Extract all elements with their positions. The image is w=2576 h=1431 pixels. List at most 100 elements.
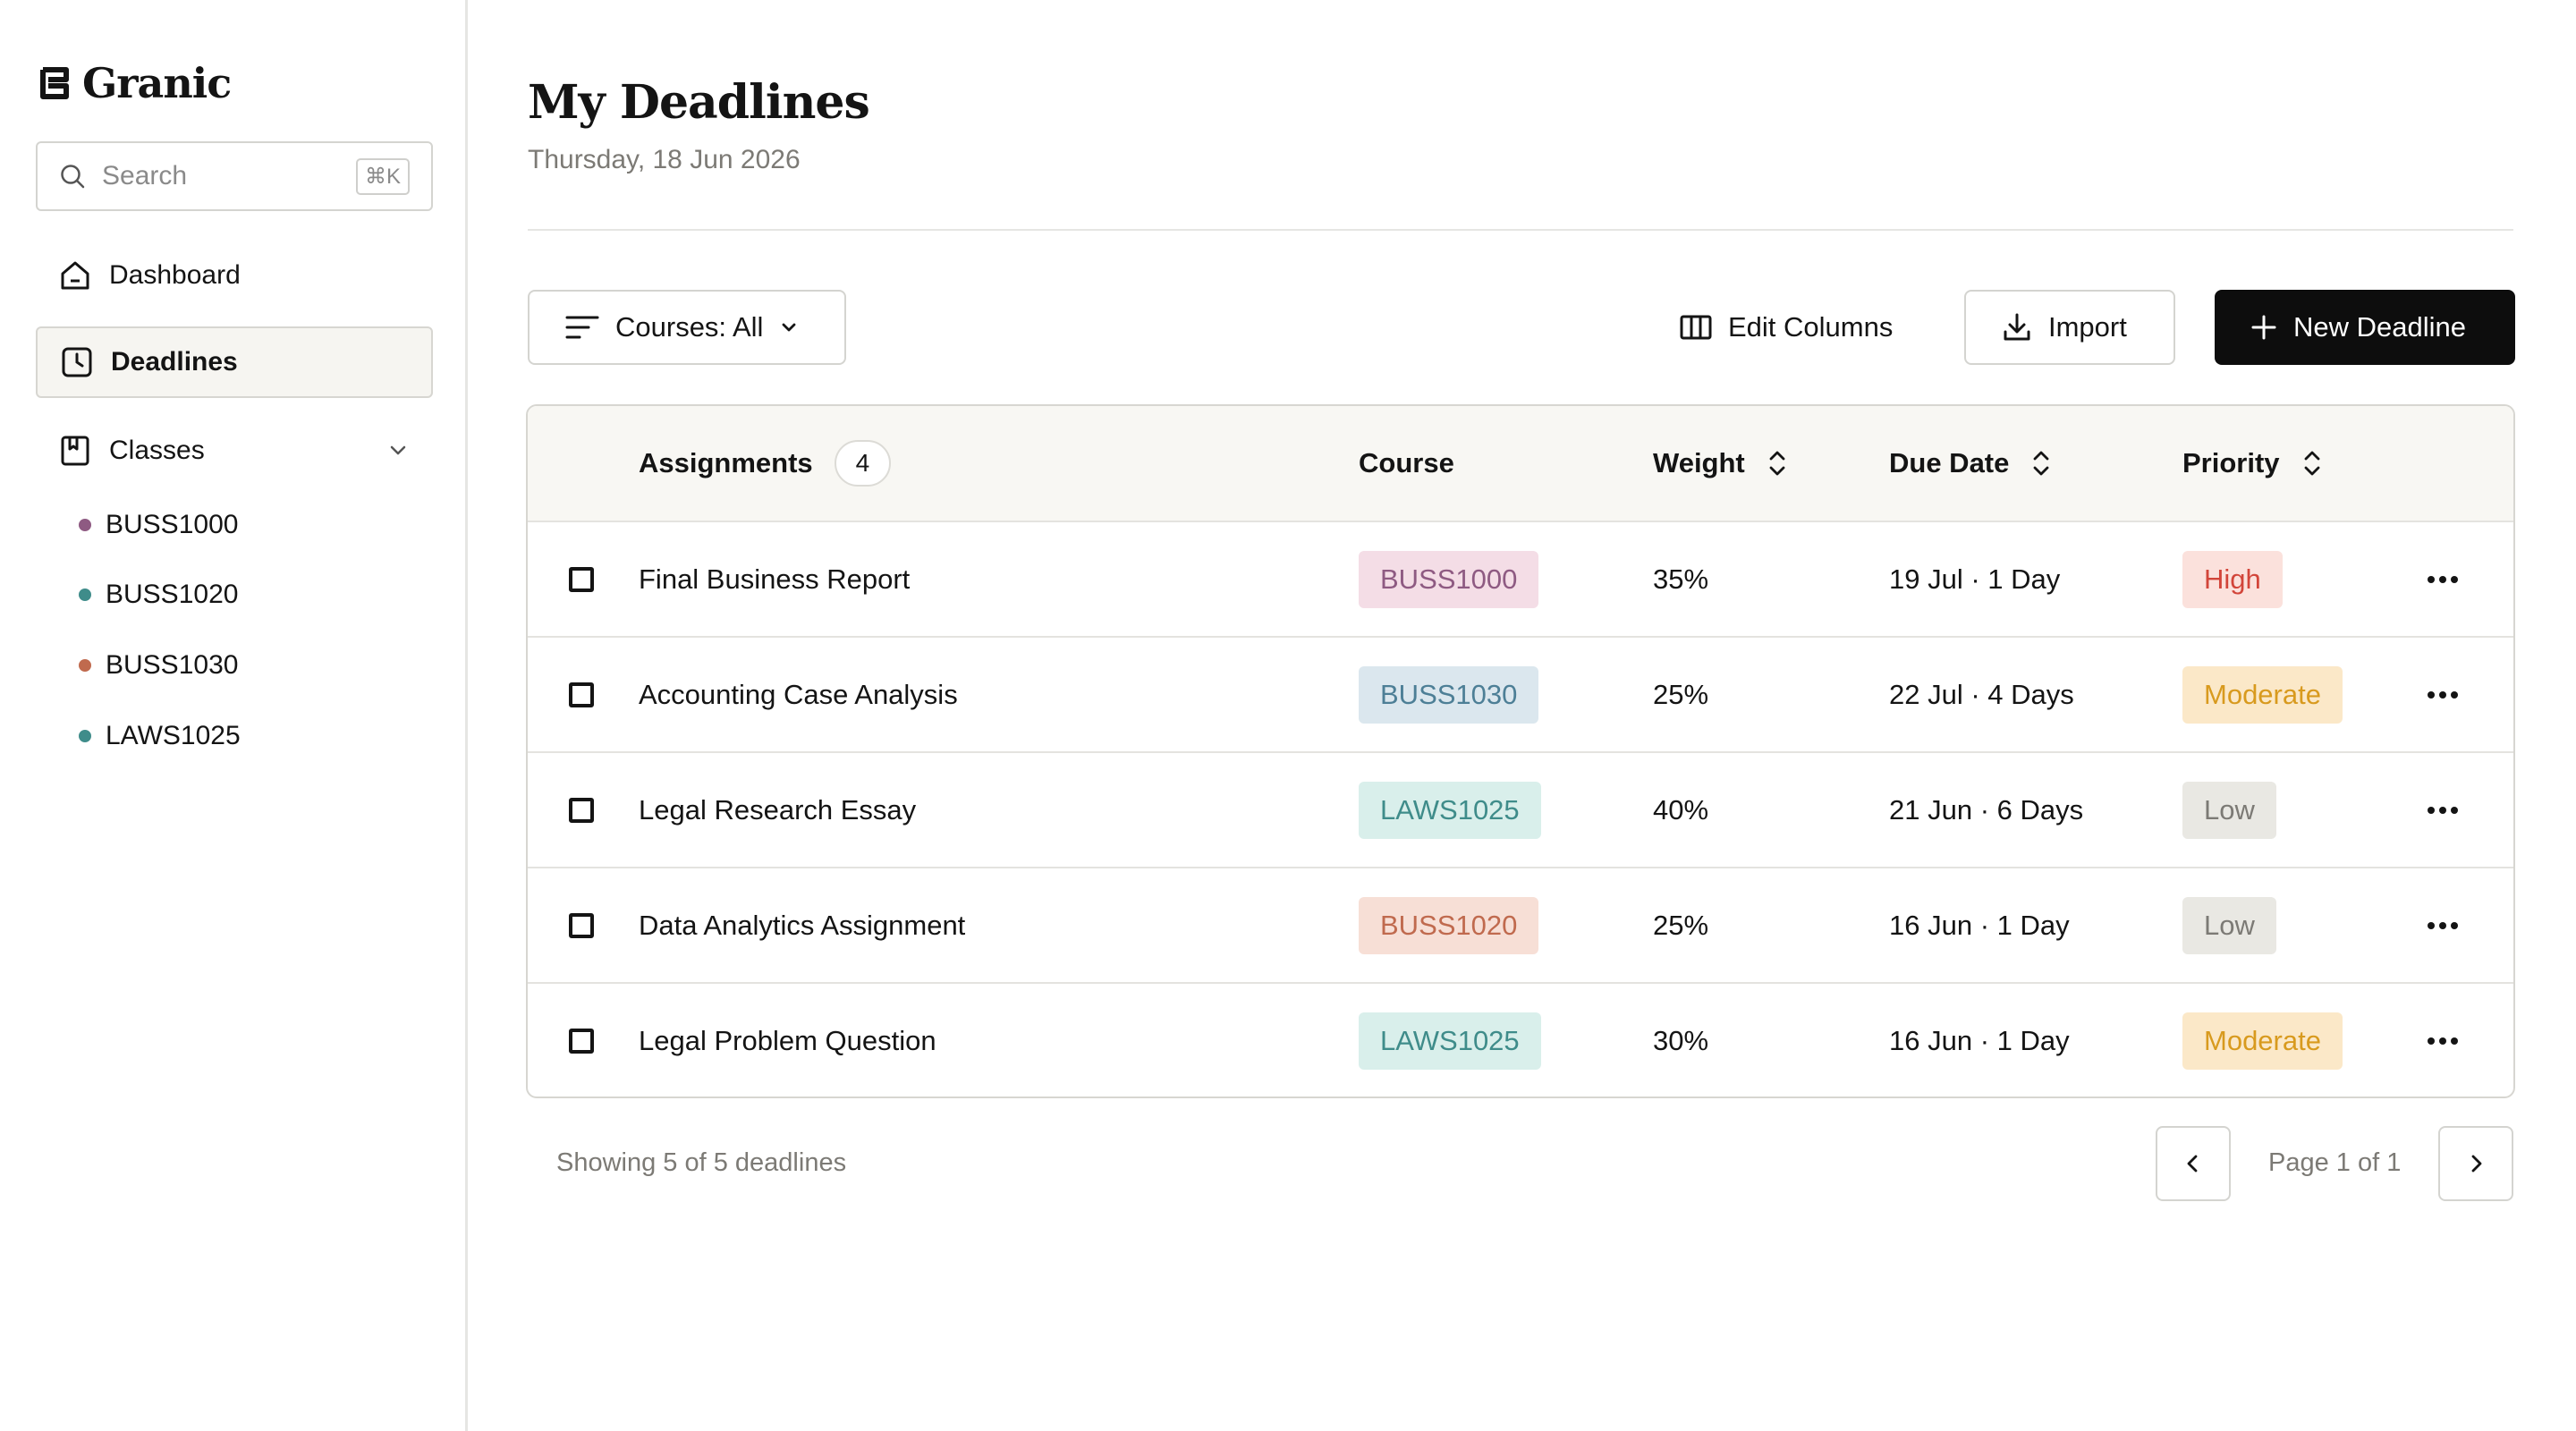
weight-value: 25% <box>1653 679 1709 710</box>
row-checkbox[interactable] <box>569 1029 594 1054</box>
assignment-title[interactable]: Legal Research Essay <box>639 794 917 826</box>
row-checkbox[interactable] <box>569 798 594 823</box>
edit-columns-label: Edit Columns <box>1728 311 1894 343</box>
row-checkbox[interactable] <box>569 913 594 938</box>
more-options-icon[interactable] <box>2428 807 2458 814</box>
column-header-course: Course <box>1359 406 1454 521</box>
more-options-icon[interactable] <box>2428 1037 2458 1045</box>
sort-icon[interactable] <box>1767 448 1788 478</box>
deadlines-table: Assignments 4 Course Weight Due Date Pri… <box>526 404 2515 1098</box>
download-icon <box>2002 312 2032 343</box>
priority-badge: Moderate <box>2182 1012 2343 1070</box>
brand-name: Granic <box>82 59 232 107</box>
course-badge: BUSS1000 <box>1359 551 1539 608</box>
column-header-priority[interactable]: Priority <box>2182 406 2323 521</box>
weight-value: 35% <box>1653 563 1709 595</box>
table-header: Assignments 4 Course Weight Due Date Pri… <box>528 406 2513 522</box>
import-button[interactable]: Import <box>1964 290 2175 365</box>
assignment-title[interactable]: Data Analytics Assignment <box>639 910 966 941</box>
brand-logo[interactable]: Granic <box>36 59 232 107</box>
sidebar-item-dashboard[interactable]: Dashboard <box>36 240 433 311</box>
more-options-icon[interactable] <box>2428 576 2458 583</box>
class-item-laws1025[interactable]: LAWS1025 <box>79 721 241 751</box>
filter-lines-icon <box>565 314 599 341</box>
header-divider <box>528 229 2513 231</box>
class-label: LAWS1025 <box>106 721 241 750</box>
bookmark-icon <box>59 435 91 467</box>
sidebar-item-label: Classes <box>109 436 205 465</box>
class-color-dot <box>79 659 91 672</box>
next-page-button[interactable] <box>2438 1126 2513 1201</box>
home-icon <box>59 259 91 292</box>
table-row[interactable]: Accounting Case Analysis BUSS1030 25% 22… <box>528 638 2513 753</box>
table-row[interactable]: Data Analytics Assignment BUSS1020 25% 1… <box>528 868 2513 984</box>
column-header-due-date[interactable]: Due Date <box>1889 406 2052 521</box>
search-shortcut: ⌘K <box>355 157 410 195</box>
table-row[interactable]: Legal Research Essay LAWS1025 40% 21 Jun… <box>528 753 2513 868</box>
assignment-title[interactable]: Final Business Report <box>639 563 911 595</box>
assignment-title[interactable]: Accounting Case Analysis <box>639 679 958 710</box>
more-options-icon[interactable] <box>2428 922 2458 929</box>
class-label: BUSS1020 <box>106 580 239 609</box>
assignments-count-badge: 4 <box>834 440 892 487</box>
due-date-value: 16 Jun · 1 Day <box>1889 1025 2070 1056</box>
sidebar: Granic Search ⌘K Dashboard Deadlines Cla… <box>0 0 468 1431</box>
search-icon <box>59 163 86 190</box>
class-color-dot <box>79 519 91 531</box>
weight-value: 30% <box>1653 1025 1709 1056</box>
new-deadline-label: New Deadline <box>2293 311 2466 343</box>
priority-badge: Low <box>2182 897 2276 954</box>
search-box[interactable]: Search ⌘K <box>36 141 433 211</box>
chevron-down-icon <box>779 318 799 337</box>
courses-filter-label: Courses: All <box>615 311 764 343</box>
weight-value: 40% <box>1653 794 1709 826</box>
class-color-dot <box>79 588 91 601</box>
more-options-icon[interactable] <box>2428 691 2458 699</box>
due-date-value: 21 Jun · 6 Days <box>1889 794 2084 826</box>
course-badge: BUSS1030 <box>1359 666 1539 724</box>
column-header-label: Course <box>1359 447 1454 478</box>
due-date-value: 16 Jun · 1 Day <box>1889 910 2070 941</box>
plus-icon <box>2250 314 2277 341</box>
new-deadline-button[interactable]: New Deadline <box>2215 290 2515 365</box>
class-item-buss1020[interactable]: BUSS1020 <box>79 580 238 610</box>
priority-badge: High <box>2182 551 2283 608</box>
assignment-title[interactable]: Legal Problem Question <box>639 1025 936 1056</box>
class-item-buss1030[interactable]: BUSS1030 <box>79 650 238 681</box>
courses-filter-button[interactable]: Courses: All <box>528 290 846 365</box>
weight-value: 25% <box>1653 910 1709 941</box>
column-header-assignments: Assignments 4 <box>639 406 892 521</box>
column-header-weight[interactable]: Weight <box>1653 406 1788 521</box>
class-label: BUSS1030 <box>106 650 239 680</box>
table-row[interactable]: Final Business Report BUSS1000 35% 19 Ju… <box>528 522 2513 638</box>
edit-columns-button[interactable]: Edit Columns <box>1644 290 1928 365</box>
sort-icon[interactable] <box>2030 448 2052 478</box>
course-badge: LAWS1025 <box>1359 1012 1541 1070</box>
page-date: Thursday, 18 Jun 2026 <box>528 145 801 174</box>
row-checkbox[interactable] <box>569 567 594 592</box>
column-header-label: Assignments <box>639 447 813 478</box>
sidebar-item-label: Dashboard <box>109 260 241 290</box>
class-item-buss1000[interactable]: BUSS1000 <box>79 510 238 540</box>
page-title: My Deadlines <box>528 75 870 130</box>
sidebar-item-label: Deadlines <box>111 347 238 377</box>
page-indicator: Page 1 of 1 <box>2268 1148 2402 1177</box>
search-input[interactable]: Search <box>102 161 188 191</box>
chevron-left-icon <box>2182 1152 2205 1175</box>
clock-icon <box>61 346 93 378</box>
showing-count: Showing 5 of 5 deadlines <box>556 1148 847 1177</box>
course-badge: LAWS1025 <box>1359 782 1541 839</box>
column-header-label: Priority <box>2182 447 2280 478</box>
granic-logo-icon <box>36 64 73 102</box>
sort-icon[interactable] <box>2301 448 2323 478</box>
sidebar-item-classes[interactable]: Classes <box>36 415 433 487</box>
class-label: BUSS1000 <box>106 510 239 539</box>
chevron-right-icon <box>2464 1152 2487 1175</box>
sidebar-item-deadlines[interactable]: Deadlines <box>36 326 433 398</box>
priority-badge: Low <box>2182 782 2276 839</box>
column-header-label: Due Date <box>1889 447 2010 478</box>
prev-page-button[interactable] <box>2156 1126 2231 1201</box>
table-row[interactable]: Legal Problem Question LAWS1025 30% 16 J… <box>528 984 2513 1097</box>
chevron-down-icon[interactable] <box>386 439 410 462</box>
row-checkbox[interactable] <box>569 682 594 707</box>
